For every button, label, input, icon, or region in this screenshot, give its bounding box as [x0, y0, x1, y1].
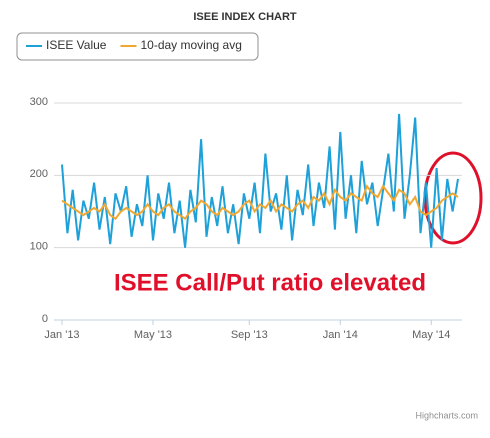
x-tick-label: May '14: [412, 329, 450, 341]
x-tick-label: Jan '14: [323, 329, 358, 341]
legend-label: 10-day moving avg: [140, 38, 241, 52]
series-line: [61, 184, 459, 221]
series-line: [61, 113, 459, 248]
credit: Highcharts.com: [415, 410, 478, 420]
x-tick-label: Sep '13: [231, 329, 268, 341]
y-tick-label: 0: [42, 313, 48, 325]
y-tick-label: 100: [30, 241, 48, 253]
chart-title: ISEE INDEX CHART: [193, 11, 297, 23]
y-tick-label: 300: [30, 96, 48, 108]
x-tick-label: Jan '13: [44, 329, 79, 341]
annotation: ISEE Call/Put ratio elevated: [114, 269, 426, 296]
legend-label: ISEE Value: [46, 38, 107, 52]
x-tick-label: May '13: [134, 329, 172, 341]
y-tick-label: 200: [30, 168, 48, 180]
legend-box: [16, 32, 259, 61]
